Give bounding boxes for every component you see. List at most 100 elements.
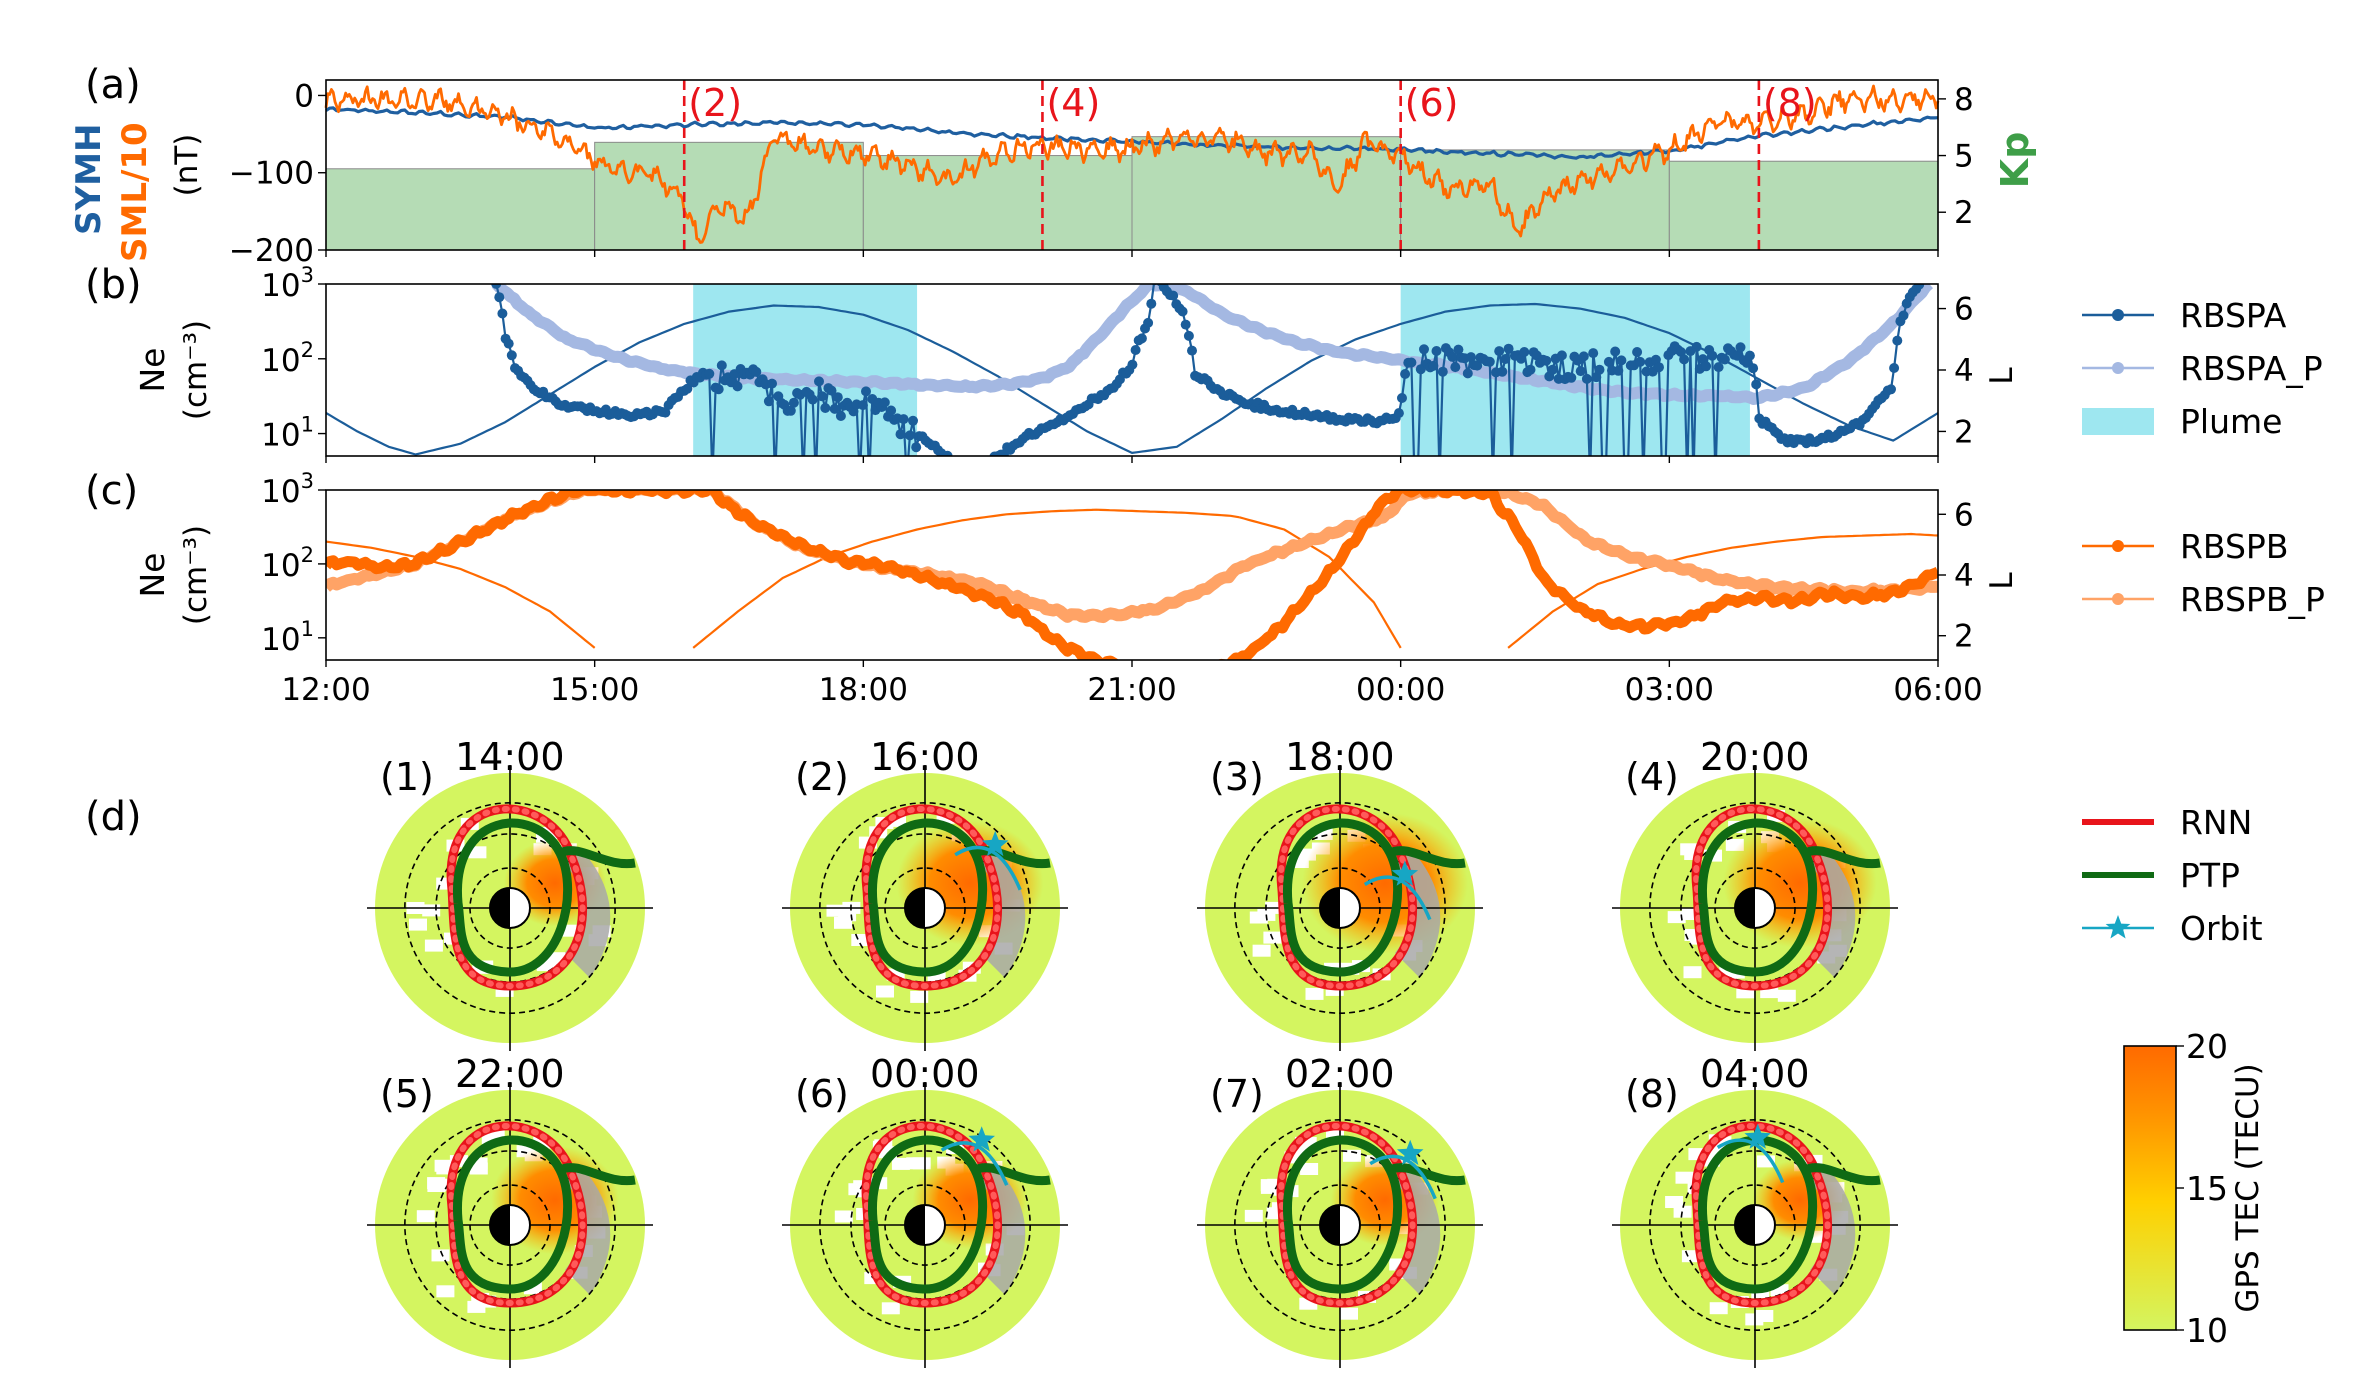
ptp-plasmapause	[868, 818, 1051, 977]
map-number: (6)	[795, 1072, 849, 1116]
rbspa-marker	[949, 457, 959, 467]
rbspa-marker	[1889, 363, 1900, 373]
map-time: 20:00	[1700, 735, 1810, 779]
data-gap	[424, 939, 443, 952]
data-gap	[468, 846, 487, 859]
rbspa-marker	[904, 430, 915, 441]
rbspa-marker	[1691, 341, 1702, 352]
rbspa-marker	[1623, 473, 1633, 483]
panel-a-yunit: (nT)	[169, 134, 205, 197]
polar-map: (8) 04:00	[1612, 1052, 1898, 1368]
data-gap	[1252, 944, 1271, 957]
rbspa-marker	[1598, 473, 1608, 483]
legend-c-marker	[2112, 593, 2124, 605]
rbspa-marker	[491, 284, 502, 289]
ptp-plasmapause	[1283, 1135, 1466, 1294]
rbspa-marker	[968, 465, 978, 475]
l-shell-line	[692, 508, 1240, 649]
rbspa-marker	[1914, 284, 1925, 290]
ptp-plasmapause	[868, 1135, 1051, 1294]
data-gap	[416, 1210, 435, 1223]
map-number: (5)	[380, 1072, 434, 1116]
data-gap	[1300, 1163, 1319, 1175]
orbit-star	[1396, 1139, 1424, 1165]
rnn-markers	[1693, 806, 1831, 990]
rbspa-marker	[751, 366, 762, 377]
log-ytick-base: 10	[261, 622, 300, 658]
l-shell-line	[326, 540, 596, 649]
rbspa-marker	[1153, 274, 1163, 284]
panel-a-rtick-label: 2	[1954, 195, 1974, 231]
legend-d-label: RNN	[2180, 803, 2252, 842]
rbspa-marker	[1679, 354, 1690, 365]
l-ylabel: L	[1984, 367, 2020, 385]
data-gap	[881, 1302, 900, 1315]
rbspa-marker	[1566, 372, 1577, 383]
rbspa-marker	[1484, 356, 1495, 367]
panel-label: (b)	[85, 262, 142, 308]
rbspa-marker	[908, 415, 918, 426]
rbspa-marker	[952, 462, 962, 472]
rbspa-marker	[1453, 344, 1464, 355]
rbspa-marker	[1130, 345, 1141, 355]
rbspa-marker	[1462, 368, 1473, 379]
event-label: (4)	[1046, 81, 1100, 125]
rbspa-marker	[1713, 362, 1724, 373]
rbspa-marker	[497, 308, 508, 319]
data-gap	[838, 909, 857, 922]
earth-night	[905, 888, 925, 928]
orbit-star	[981, 830, 1009, 857]
rbspa-marker	[788, 397, 799, 408]
rbspa-marker	[1657, 473, 1667, 483]
rbspa-marker	[1744, 350, 1755, 361]
map-number: (2)	[795, 755, 849, 799]
log-ytick-base: 10	[261, 548, 300, 584]
rbspa-marker	[826, 385, 837, 396]
earth-night	[1735, 1205, 1755, 1245]
rnn-markers	[1278, 1123, 1416, 1307]
rbspa-marker	[971, 465, 981, 475]
log-ytick-exp: 2	[301, 543, 314, 567]
rbspa-marker	[1494, 346, 1505, 357]
rbspa-marker	[855, 473, 865, 483]
data-gap	[1249, 911, 1268, 924]
kp-ylabel: Kp	[1993, 132, 2037, 189]
rbspa-marker	[1892, 335, 1903, 346]
sml-line	[324, 84, 1940, 244]
legend-c-label: RBSPB	[2180, 527, 2288, 566]
rbspa-marker	[1638, 473, 1648, 483]
panel-b-plot-area	[326, 274, 1938, 483]
data-gap	[1709, 1302, 1728, 1315]
rbspa-marker	[1632, 347, 1643, 357]
log-ytick-base: 10	[261, 474, 300, 510]
rbspa-marker	[1886, 384, 1896, 395]
kp-bar	[862, 155, 1133, 251]
legend-d-star	[2105, 915, 2131, 939]
ptp-plasmapause	[453, 1135, 636, 1294]
log-ytick-exp: 1	[301, 617, 314, 641]
rbspa-marker	[506, 350, 517, 361]
rbspa-marker	[1393, 408, 1404, 419]
orbit-star	[968, 1126, 995, 1152]
rbspa-marker	[1187, 345, 1197, 356]
earth-night	[1735, 888, 1755, 928]
log-ytick-exp: 1	[301, 413, 314, 437]
earth-night	[1320, 1205, 1340, 1245]
rbspa-marker	[682, 383, 693, 394]
rbspa-marker	[1168, 290, 1179, 301]
legend-b-marker	[2112, 362, 2124, 374]
data-gap	[1340, 1307, 1358, 1320]
rbspa-marker	[942, 450, 953, 456]
data-gap	[851, 934, 870, 946]
rbspa-marker	[704, 368, 715, 379]
earth-night	[490, 1205, 510, 1245]
rbspa-marker	[1127, 359, 1138, 370]
rbspa-marker	[1413, 473, 1423, 483]
log-ytick-base: 10	[261, 418, 300, 454]
l-tick-label: 4	[1954, 558, 1974, 594]
rbspa-marker	[1620, 473, 1630, 483]
orbit-star	[1391, 860, 1419, 886]
map-time: 16:00	[870, 735, 980, 779]
rbspa-marker	[1588, 348, 1599, 359]
